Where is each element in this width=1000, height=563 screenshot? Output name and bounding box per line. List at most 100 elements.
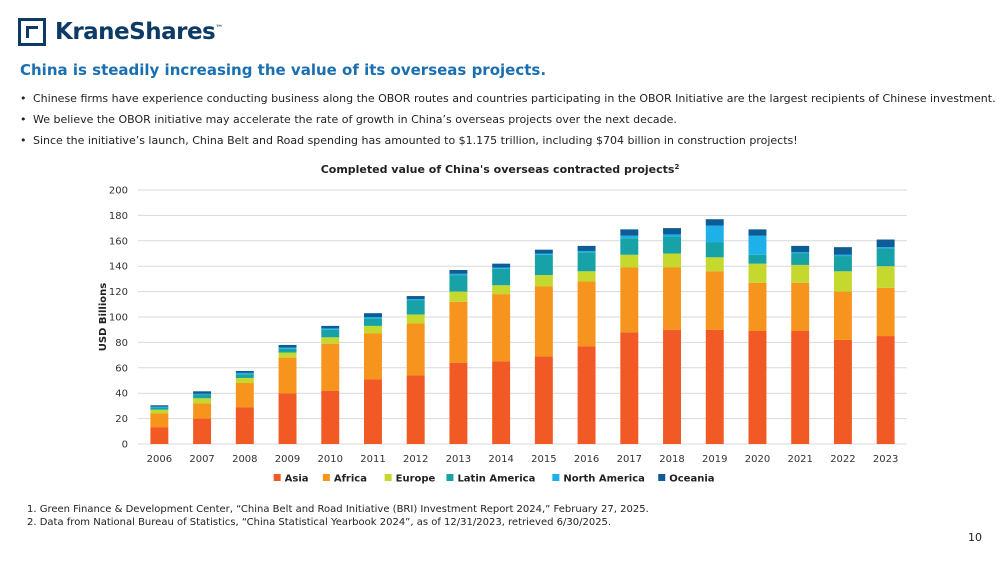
y-tick-label: 100 bbox=[109, 313, 128, 324]
bar-segment-europe bbox=[705, 257, 724, 272]
bar-segment-africa bbox=[150, 413, 169, 428]
bullet-item: • We believe the OBOR initiative may acce… bbox=[20, 113, 996, 127]
bar-segment-latin-america bbox=[534, 254, 553, 276]
chart-legend: Asia Africa Europe Latin America North Ameri… bbox=[273, 474, 715, 485]
bar-segment-oceania bbox=[705, 219, 724, 226]
bar-segment-oceania bbox=[748, 229, 767, 236]
x-tick-label: 2021 bbox=[787, 454, 812, 465]
x-tick-label: 2010 bbox=[318, 454, 343, 465]
bar-segment-africa bbox=[577, 281, 596, 347]
chart-title: Completed value of China's overseas cont… bbox=[321, 163, 680, 176]
bar-segment-north-america bbox=[449, 273, 468, 276]
bar-segment-north-america bbox=[663, 234, 681, 237]
bar-segment-latin-america bbox=[663, 236, 681, 254]
bar-segment-oceania bbox=[406, 296, 425, 300]
bar-segment-africa bbox=[235, 383, 254, 408]
company-logo: KraneShares™ bbox=[18, 18, 223, 46]
bar-segment-north-america bbox=[577, 250, 596, 253]
bar-segment-europe bbox=[150, 409, 169, 414]
bar-segment-north-america bbox=[876, 247, 895, 249]
bar-segment-africa bbox=[620, 267, 639, 333]
x-tick-label: 2017 bbox=[617, 454, 642, 465]
bar-segment-asia bbox=[876, 336, 895, 444]
x-tick-label: 2019 bbox=[702, 454, 727, 465]
bar-segment-latin-america bbox=[748, 254, 767, 264]
bar-segment-europe bbox=[193, 398, 212, 404]
gridlines bbox=[138, 189, 907, 445]
bar-segment-asia bbox=[150, 427, 169, 444]
bar-segment-asia bbox=[449, 362, 468, 444]
y-tick-label: 200 bbox=[109, 186, 128, 197]
page-headline: China is steadily increasing the value o… bbox=[20, 61, 547, 79]
x-tick-label: 2006 bbox=[147, 454, 172, 465]
bar-segment-africa bbox=[406, 323, 425, 376]
bullet-marker: • bbox=[20, 134, 27, 147]
bar-segment-europe bbox=[791, 264, 810, 283]
bar-segment-europe bbox=[620, 254, 639, 268]
bar-segment-africa bbox=[534, 286, 553, 357]
bar-segment-europe bbox=[876, 266, 895, 288]
bar-segment-africa bbox=[876, 287, 895, 337]
y-tick-label: 120 bbox=[109, 287, 128, 298]
x-tick-label: 2014 bbox=[488, 454, 513, 465]
bar-segment-oceania bbox=[193, 391, 212, 394]
y-tick-label: 40 bbox=[115, 389, 128, 400]
legend-label: Oceania bbox=[669, 474, 714, 485]
bar-segment-north-america bbox=[534, 253, 553, 255]
footnotes: 1. Green Finance & Development Center, “… bbox=[27, 503, 649, 529]
legend-swatch bbox=[322, 474, 330, 481]
chart-title-superscript: 2 bbox=[674, 163, 679, 171]
x-tick-label: 2016 bbox=[574, 454, 599, 465]
bar-segment-latin-america bbox=[492, 268, 511, 286]
bar-segment-africa bbox=[321, 343, 340, 391]
x-tick-label: 2020 bbox=[745, 454, 770, 465]
bar-segment-oceania bbox=[150, 405, 169, 407]
legend-label: North America bbox=[563, 474, 645, 485]
bar-segment-oceania bbox=[876, 239, 895, 248]
bar-segment-africa bbox=[449, 301, 468, 363]
x-tick-label: 2009 bbox=[275, 454, 300, 465]
bullet-item: • Since the initiative’s launch, China Be… bbox=[20, 134, 996, 148]
bar-segment-north-america bbox=[321, 328, 340, 330]
bar-segment-africa bbox=[364, 333, 382, 380]
bar-segment-oceania bbox=[620, 229, 639, 236]
bar-segment-north-america bbox=[278, 347, 297, 349]
bar-segment-oceania bbox=[791, 245, 810, 253]
bar-segment-latin-america bbox=[577, 252, 596, 272]
bar-segment-oceania bbox=[534, 249, 553, 254]
bar-segment-latin-america bbox=[406, 300, 425, 315]
legend-swatch bbox=[552, 474, 560, 481]
bullet-marker: • bbox=[20, 92, 27, 105]
x-tick-label: 2023 bbox=[873, 454, 898, 465]
footnote-2: 2. Data from National Bureau of Statisti… bbox=[27, 517, 612, 528]
bar-segment-europe bbox=[577, 271, 596, 282]
bullet-text: Chinese firms have experience conducting… bbox=[33, 92, 996, 105]
x-tick-label: 2011 bbox=[360, 454, 385, 465]
brand-name: KraneShares bbox=[55, 19, 216, 45]
bar-segment-africa bbox=[278, 357, 297, 394]
bar-segment-europe bbox=[534, 275, 553, 287]
bar-segment-oceania bbox=[235, 370, 254, 373]
bar-segment-asia bbox=[235, 407, 254, 444]
legend-label: Europe bbox=[396, 474, 436, 485]
logo-text: KraneShares™ bbox=[55, 19, 223, 45]
y-tick-label: 140 bbox=[109, 262, 128, 273]
y-tick-label: 20 bbox=[115, 414, 128, 425]
bullet-list: • Chinese firms have experience conductin… bbox=[20, 92, 996, 155]
footnote-1: 1. Green Finance & Development Center, “… bbox=[27, 504, 649, 515]
bar-segment-europe bbox=[833, 271, 852, 292]
bar-segment-north-america bbox=[193, 393, 212, 395]
bar-segment-asia bbox=[620, 332, 639, 444]
bar-segment-africa bbox=[492, 294, 511, 362]
bar-segment-latin-america bbox=[235, 374, 254, 378]
bar-segment-asia bbox=[406, 375, 425, 444]
bar-segment-oceania bbox=[364, 313, 382, 317]
bar-segment-north-america bbox=[150, 406, 169, 408]
y-tick-label: 180 bbox=[109, 211, 128, 222]
bar-segment-oceania bbox=[321, 325, 340, 329]
stacked-bar-chart: Completed value of China's overseas cont… bbox=[98, 163, 907, 485]
bar-segment-asia bbox=[534, 356, 553, 444]
bar-segment-africa bbox=[663, 267, 681, 330]
bar-segment-north-america bbox=[364, 317, 382, 319]
bar-segment-asia bbox=[663, 329, 681, 444]
